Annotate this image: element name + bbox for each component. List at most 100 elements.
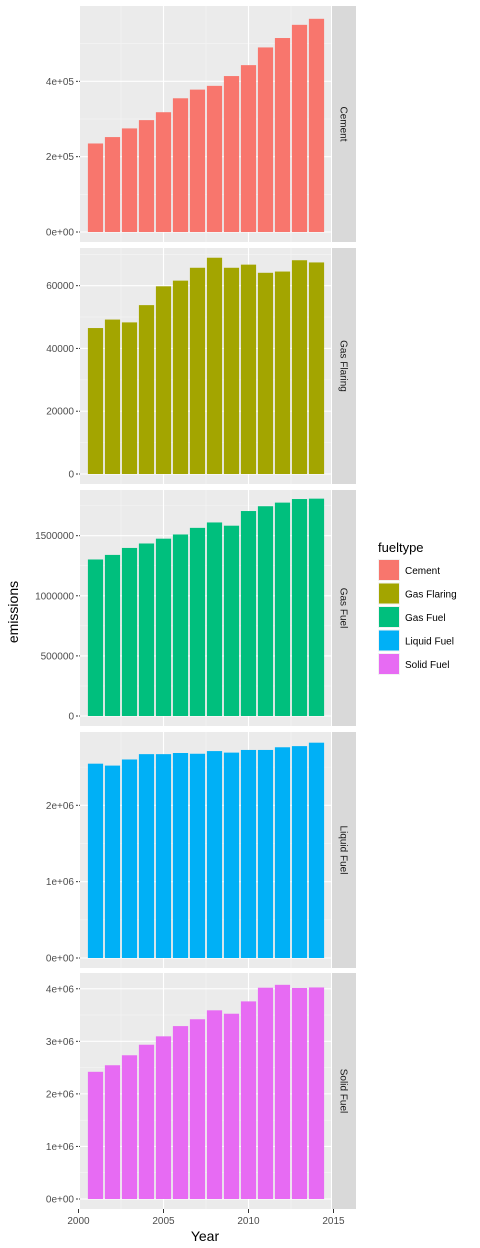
bar — [104, 765, 121, 958]
bar — [172, 752, 189, 958]
x-tick-label: 2000 — [67, 1216, 90, 1227]
bar — [172, 534, 189, 716]
bar — [291, 987, 308, 1199]
y-tick-label: 40000 — [46, 344, 74, 355]
panel-solid-fuel: 0e+00 1e+06 2e+06 3e+06 4e+06 Solid Fuel — [46, 973, 356, 1209]
bar — [223, 752, 240, 958]
x-axis-title: Year — [191, 1228, 220, 1244]
legend-swatch — [379, 560, 399, 580]
bar — [274, 271, 291, 474]
bar — [87, 559, 104, 716]
facet-strip — [332, 973, 356, 1209]
bar — [155, 1036, 172, 1199]
facet-strip — [332, 6, 356, 242]
x-tick-label: 2010 — [237, 1216, 260, 1227]
bar — [240, 65, 257, 233]
y-tick-label: 1500000 — [35, 531, 74, 542]
y-tick-label: 20000 — [46, 407, 74, 418]
x-axis: 2000 2005 2010 2015 — [67, 1209, 345, 1227]
bar — [121, 322, 138, 474]
bar — [172, 280, 189, 474]
legend-swatch — [379, 583, 399, 604]
bar — [257, 47, 274, 232]
bar — [308, 742, 325, 958]
bar — [155, 538, 172, 716]
facet-strip — [332, 248, 356, 484]
bar — [104, 1065, 121, 1199]
bar — [121, 1055, 138, 1199]
facet-strip-label: Gas Flaring — [338, 340, 349, 392]
facet-strip — [332, 732, 356, 968]
bar — [138, 754, 155, 958]
legend-label: Liquid Fuel — [405, 637, 454, 648]
bar — [274, 502, 291, 716]
bar — [308, 262, 325, 474]
panels: 0e+00 2e+05 4e+05 Cement 0 20000 40000 60000 Gas… — [35, 6, 356, 1209]
bar — [206, 85, 223, 232]
bar — [155, 286, 172, 474]
bar — [87, 1071, 104, 1199]
bar — [172, 98, 189, 233]
y-tick-label: 1e+06 — [46, 877, 75, 888]
bar — [257, 506, 274, 716]
bar — [87, 328, 104, 474]
y-tick-label: 500000 — [41, 651, 75, 662]
bar — [189, 527, 206, 716]
bar — [189, 1019, 206, 1199]
bar — [189, 753, 206, 958]
bar — [257, 987, 274, 1199]
legend-label: Cement — [405, 566, 440, 577]
bar — [257, 272, 274, 474]
bar — [291, 746, 308, 958]
bar — [206, 257, 223, 474]
bar — [274, 38, 291, 233]
legend-label: Gas Flaring — [405, 590, 457, 601]
bar — [104, 137, 121, 232]
panel-gas-flaring: 0 20000 40000 60000 Gas Flaring — [46, 248, 356, 484]
bar — [206, 522, 223, 716]
legend-label: Gas Fuel — [405, 613, 446, 624]
bar — [223, 267, 240, 474]
bar — [308, 987, 325, 1199]
y-tick-label: 4e+06 — [46, 984, 75, 995]
y-tick-label: 1000000 — [35, 591, 74, 602]
bar — [223, 1013, 240, 1199]
bar — [138, 1044, 155, 1199]
y-tick-label: 0 — [68, 470, 74, 481]
bar — [240, 1001, 257, 1199]
bar — [121, 759, 138, 958]
bar — [257, 749, 274, 958]
facet-strip-label: Solid Fuel — [338, 1069, 349, 1113]
bar — [223, 525, 240, 716]
facet-strip-label: Gas Fuel — [338, 588, 349, 629]
legend-label: Solid Fuel — [405, 660, 449, 671]
bar — [155, 112, 172, 232]
bar — [240, 264, 257, 474]
y-tick-label: 0 — [68, 712, 74, 723]
x-tick-label: 2015 — [322, 1216, 345, 1227]
bar — [291, 499, 308, 716]
bar — [104, 319, 121, 474]
bar — [308, 498, 325, 716]
bar — [206, 1010, 223, 1199]
facet-strip — [332, 490, 356, 726]
bar — [189, 89, 206, 233]
y-tick-label: 1e+06 — [46, 1142, 75, 1153]
bar — [104, 554, 121, 716]
facet-strip-label: Cement — [338, 106, 349, 141]
bar — [121, 128, 138, 232]
legend-swatch — [379, 630, 399, 651]
x-tick-label: 2005 — [152, 1216, 175, 1227]
y-tick-label: 2e+06 — [46, 1089, 75, 1100]
bar — [155, 754, 172, 958]
y-tick-label: 2e+05 — [46, 152, 75, 163]
bar — [291, 24, 308, 233]
y-tick-label: 2e+06 — [46, 801, 75, 812]
legend-swatch — [379, 654, 399, 674]
y-tick-label: 0e+00 — [46, 228, 75, 239]
bar — [274, 747, 291, 958]
bar — [274, 984, 291, 1199]
y-tick-label: 0e+00 — [46, 954, 75, 965]
bar — [138, 543, 155, 716]
